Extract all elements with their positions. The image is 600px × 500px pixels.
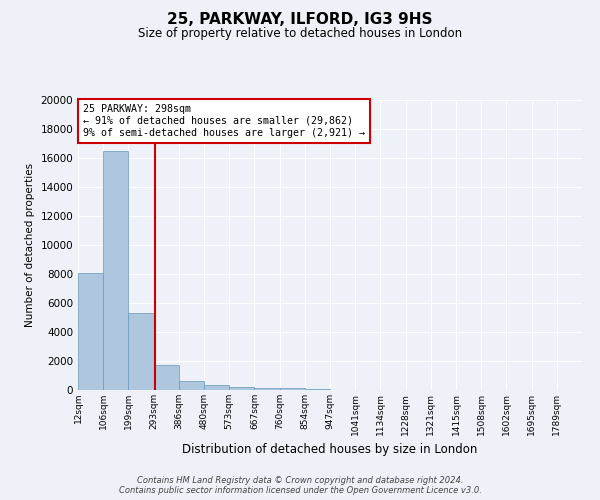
Text: 25 PARKWAY: 298sqm
← 91% of detached houses are smaller (29,862)
9% of semi-deta: 25 PARKWAY: 298sqm ← 91% of detached hou… xyxy=(83,104,365,138)
Y-axis label: Number of detached properties: Number of detached properties xyxy=(25,163,35,327)
Text: Distribution of detached houses by size in London: Distribution of detached houses by size … xyxy=(182,442,478,456)
Bar xyxy=(179,380,204,390)
Text: Size of property relative to detached houses in London: Size of property relative to detached ho… xyxy=(138,28,462,40)
Text: Contains HM Land Registry data © Crown copyright and database right 2024.
Contai: Contains HM Land Registry data © Crown c… xyxy=(119,476,481,495)
Bar xyxy=(128,313,154,390)
Bar xyxy=(204,386,229,390)
Bar xyxy=(78,272,103,390)
Text: 25, PARKWAY, ILFORD, IG3 9HS: 25, PARKWAY, ILFORD, IG3 9HS xyxy=(167,12,433,28)
Bar xyxy=(254,388,280,390)
Bar xyxy=(280,388,305,390)
Bar xyxy=(154,364,179,390)
Bar xyxy=(229,387,254,390)
Bar xyxy=(103,151,128,390)
